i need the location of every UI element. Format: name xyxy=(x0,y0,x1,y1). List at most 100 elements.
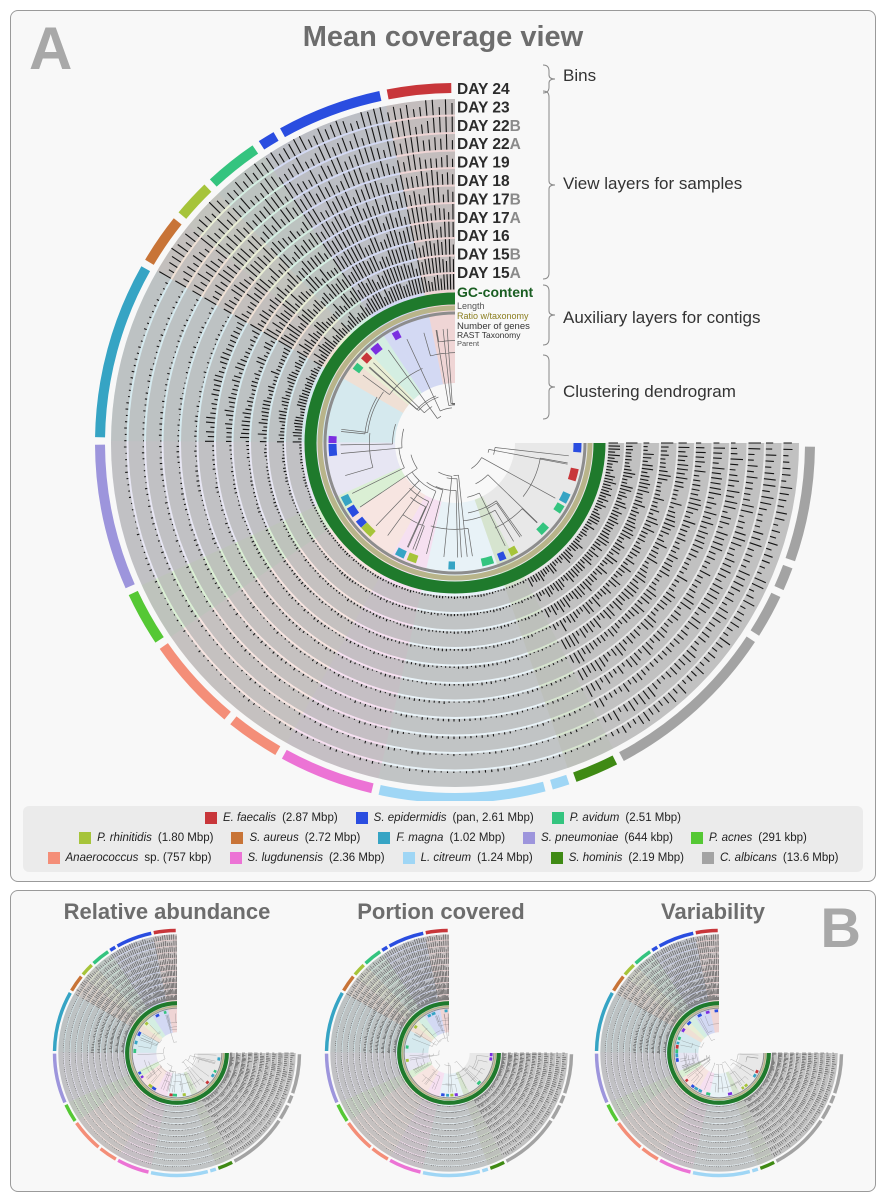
coverage-bars xyxy=(123,99,793,774)
dendrogram-branches xyxy=(137,1013,217,1093)
legend-item: P. acnes (291 kbp) xyxy=(691,832,807,844)
rast-taxonomy-segment xyxy=(444,1009,448,1013)
rast-taxonomy-segment xyxy=(553,502,565,514)
annotations: Bins View layers for samples Auxiliary l… xyxy=(542,64,760,420)
coverage-bars xyxy=(380,982,519,1119)
bin-arc xyxy=(291,1054,302,1094)
rast-taxonomy-segment xyxy=(676,1041,680,1045)
rast-taxonomy-segment xyxy=(697,1088,703,1093)
clustering-dendrogram xyxy=(679,1015,759,1093)
legend-swatch xyxy=(523,832,536,844)
coverage-bars xyxy=(622,952,818,1150)
rast-taxonomy-segment xyxy=(558,491,571,504)
rast-taxonomy-segment xyxy=(431,1011,436,1016)
bin-arc xyxy=(353,963,365,976)
bin-arc xyxy=(371,1147,389,1161)
layer-day: DAY 18 xyxy=(457,173,510,190)
legend-name: P. rhinitidis xyxy=(97,832,152,844)
coverage-bars xyxy=(277,256,638,617)
coverage-bars xyxy=(352,952,549,1150)
bin-arc xyxy=(820,1104,832,1120)
mini-plot xyxy=(324,928,574,1178)
coverage-bars xyxy=(102,976,253,1125)
legend-name: S. aureus xyxy=(249,832,299,844)
bin-arc xyxy=(95,266,151,438)
bin-arc xyxy=(109,945,117,952)
panel-b-figure: B Relative abundance Portion covered Var… xyxy=(52,896,861,1178)
rast-taxonomy-segment xyxy=(140,1075,144,1079)
view-title-variability: Variability xyxy=(661,899,766,924)
rast-taxonomy-segment xyxy=(182,1092,187,1097)
legend-detail: (291 kbp) xyxy=(758,832,807,844)
legend-swatch xyxy=(205,812,217,824)
legend-detail: (2.36 Mbp) xyxy=(328,852,385,864)
coverage-bars xyxy=(68,940,289,1162)
legend-item: Anaerococcus sp. (757 kbp) xyxy=(47,852,212,864)
bin-arc xyxy=(99,1147,117,1161)
bin-arc xyxy=(550,1104,562,1120)
coverage-bars xyxy=(363,964,537,1137)
legend-name: C. albicans xyxy=(719,852,777,864)
bin-arc xyxy=(209,1167,217,1173)
bin-arc xyxy=(389,1158,421,1174)
bin-arc xyxy=(481,1167,489,1173)
bin-arc xyxy=(422,1169,481,1178)
auxiliary-annotation: Auxiliary layers for contigs xyxy=(563,308,760,327)
layer-day: DAY 15 xyxy=(457,265,510,282)
legend-row-3: Anaerococcus sp. (757 kbp) S. lugdunensis… xyxy=(23,852,863,864)
rast-taxonomy-segment xyxy=(686,1020,692,1026)
samples-brace xyxy=(542,90,556,280)
layer-day: DAY 17 xyxy=(457,210,510,227)
bin-arc xyxy=(342,975,355,992)
legend-swatch xyxy=(550,852,563,864)
rast-taxonomy-segment xyxy=(727,1091,733,1096)
legend-item: S. lugdunensis (2.36 Mbp) xyxy=(229,852,385,864)
bin-arc xyxy=(347,1122,372,1149)
clustering-dendrogram xyxy=(409,1013,489,1093)
rast-taxonomy-segment xyxy=(741,1086,745,1090)
legend-item: P. rhinitidis (1.80 Mbp) xyxy=(79,832,213,844)
mini-plot xyxy=(594,928,844,1178)
coverage-bars xyxy=(74,946,283,1156)
coverage-bars xyxy=(393,994,507,1107)
rast-taxonomy-segment xyxy=(681,1027,686,1033)
rast-taxonomy-segment xyxy=(450,1093,454,1097)
bin-arc xyxy=(153,928,176,935)
bin-arc xyxy=(70,975,83,992)
bin-arc xyxy=(386,83,452,100)
rast-taxonomy-segment xyxy=(752,1073,757,1078)
rast-taxonomy-segment xyxy=(489,1053,493,1057)
rast-taxonomy-segment xyxy=(705,1010,710,1015)
legend-detail: (2.87 Mbp) xyxy=(282,812,338,824)
coverage-bars xyxy=(347,946,554,1156)
coverage-bars xyxy=(644,976,794,1125)
rast-taxonomy-segment xyxy=(573,443,582,453)
coverage-bars xyxy=(62,934,295,1168)
bin-arc xyxy=(280,91,382,138)
bin-arc xyxy=(95,444,135,589)
rast-taxonomy-segment xyxy=(675,1049,679,1053)
rast-taxonomy-segment xyxy=(144,1021,149,1026)
panel-letter-a: A xyxy=(29,15,72,82)
bin-arc xyxy=(759,1160,775,1170)
bin-arc xyxy=(658,931,694,948)
layer-day: DAY 23 xyxy=(457,99,510,116)
legend-item: S. epidermidis (pan, 2.61 Mbp) xyxy=(355,812,534,824)
rast-taxonomy-segment xyxy=(496,551,507,562)
coverage-bars xyxy=(176,154,744,722)
bin-arc xyxy=(287,1095,294,1104)
rast-taxonomy-segment xyxy=(328,443,338,457)
legend-item: E. faecalis (2.87 Mbp) xyxy=(205,812,338,824)
layer-suffix: A xyxy=(510,210,521,227)
bin-arc xyxy=(116,931,152,948)
rast-taxonomy-segment xyxy=(217,1057,221,1061)
bin-arc xyxy=(178,184,212,219)
bin-arc xyxy=(281,749,374,794)
rast-taxonomy-segment xyxy=(405,1058,410,1063)
bin-arc xyxy=(52,1053,67,1104)
rast-taxonomy-segment xyxy=(454,1092,459,1097)
bin-arc xyxy=(659,1158,691,1174)
rast-taxonomy-segment xyxy=(205,1080,210,1085)
